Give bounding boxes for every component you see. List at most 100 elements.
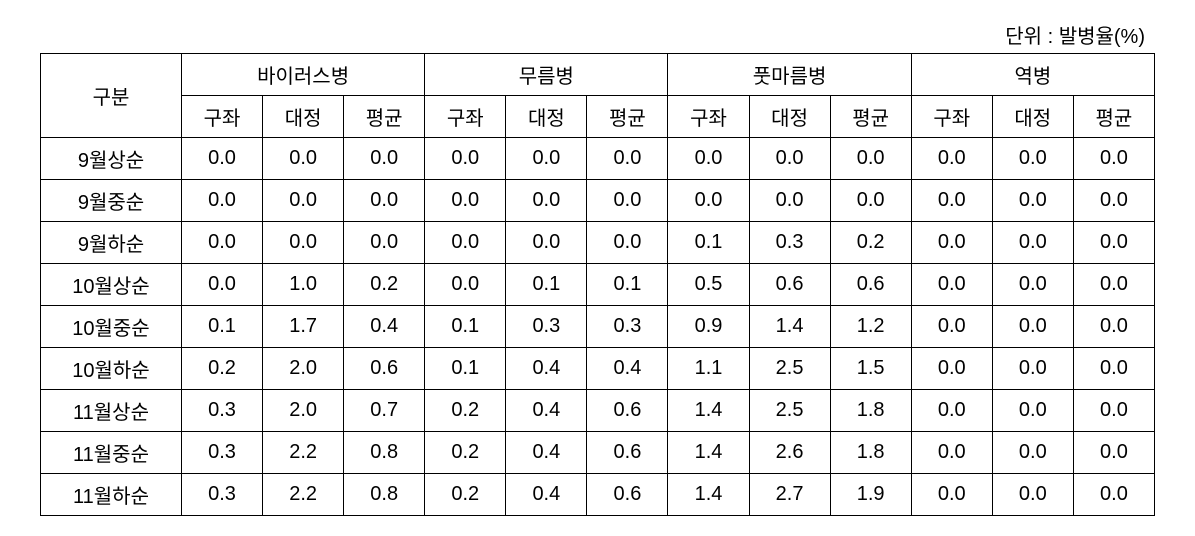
row-label: 9월중순 bbox=[41, 180, 182, 222]
cell-value: 1.5 bbox=[830, 348, 911, 390]
cell-value: 0.0 bbox=[911, 264, 992, 306]
table-row: 11월중순0.32.20.80.20.40.61.42.61.80.00.00.… bbox=[41, 432, 1155, 474]
cell-value: 0.3 bbox=[182, 390, 263, 432]
cell-value: 0.7 bbox=[344, 390, 425, 432]
cell-value: 0.0 bbox=[911, 138, 992, 180]
header-group-2: 풋마름병 bbox=[668, 54, 911, 96]
cell-value: 0.4 bbox=[506, 474, 587, 516]
table-row: 11월하순0.32.20.80.20.40.61.42.71.90.00.00.… bbox=[41, 474, 1155, 516]
cell-value: 0.0 bbox=[911, 348, 992, 390]
cell-value: 0.4 bbox=[587, 348, 668, 390]
cell-value: 0.0 bbox=[749, 180, 830, 222]
cell-value: 0.0 bbox=[992, 138, 1073, 180]
cell-value: 0.0 bbox=[506, 180, 587, 222]
cell-value: 2.2 bbox=[263, 474, 344, 516]
header-rowhead: 구분 bbox=[41, 54, 182, 138]
table-row: 10월하순0.22.00.60.10.40.41.12.51.50.00.00.… bbox=[41, 348, 1155, 390]
cell-value: 0.0 bbox=[425, 180, 506, 222]
cell-value: 0.0 bbox=[911, 180, 992, 222]
cell-value: 0.0 bbox=[911, 222, 992, 264]
cell-value: 1.9 bbox=[830, 474, 911, 516]
row-label: 11월중순 bbox=[41, 432, 182, 474]
cell-value: 2.6 bbox=[749, 432, 830, 474]
header-group-0: 바이러스병 bbox=[182, 54, 425, 96]
cell-value: 0.3 bbox=[749, 222, 830, 264]
cell-value: 0.1 bbox=[587, 264, 668, 306]
cell-value: 0.6 bbox=[830, 264, 911, 306]
row-label: 10월중순 bbox=[41, 306, 182, 348]
cell-value: 0.0 bbox=[425, 264, 506, 306]
cell-value: 0.0 bbox=[1073, 348, 1154, 390]
cell-value: 0.0 bbox=[749, 138, 830, 180]
row-label: 10월하순 bbox=[41, 348, 182, 390]
cell-value: 0.0 bbox=[182, 264, 263, 306]
cell-value: 0.2 bbox=[425, 474, 506, 516]
cell-value: 0.0 bbox=[668, 180, 749, 222]
header-group-3: 역병 bbox=[911, 54, 1154, 96]
cell-value: 0.0 bbox=[830, 180, 911, 222]
row-label: 11월하순 bbox=[41, 474, 182, 516]
cell-value: 1.8 bbox=[830, 432, 911, 474]
cell-value: 0.0 bbox=[263, 180, 344, 222]
cell-value: 0.0 bbox=[182, 180, 263, 222]
cell-value: 1.7 bbox=[263, 306, 344, 348]
cell-value: 0.4 bbox=[506, 348, 587, 390]
cell-value: 0.0 bbox=[992, 222, 1073, 264]
header-subcol: 평균 bbox=[344, 96, 425, 138]
cell-value: 1.2 bbox=[830, 306, 911, 348]
table-row: 9월상순0.00.00.00.00.00.00.00.00.00.00.00.0 bbox=[41, 138, 1155, 180]
cell-value: 2.0 bbox=[263, 348, 344, 390]
header-subcol: 구좌 bbox=[425, 96, 506, 138]
cell-value: 0.0 bbox=[992, 474, 1073, 516]
cell-value: 0.0 bbox=[344, 222, 425, 264]
cell-value: 0.0 bbox=[911, 306, 992, 348]
row-label: 9월하순 bbox=[41, 222, 182, 264]
cell-value: 0.2 bbox=[425, 390, 506, 432]
cell-value: 0.0 bbox=[992, 180, 1073, 222]
cell-value: 0.0 bbox=[1073, 138, 1154, 180]
cell-value: 0.3 bbox=[506, 306, 587, 348]
header-group-1: 무름병 bbox=[425, 54, 668, 96]
cell-value: 0.1 bbox=[182, 306, 263, 348]
cell-value: 0.0 bbox=[911, 432, 992, 474]
cell-value: 0.2 bbox=[830, 222, 911, 264]
cell-value: 0.0 bbox=[1073, 264, 1154, 306]
cell-value: 0.0 bbox=[182, 222, 263, 264]
header-subcol: 대정 bbox=[992, 96, 1073, 138]
cell-value: 0.0 bbox=[587, 222, 668, 264]
cell-value: 0.0 bbox=[263, 222, 344, 264]
table-row: 10월중순0.11.70.40.10.30.30.91.41.20.00.00.… bbox=[41, 306, 1155, 348]
cell-value: 0.3 bbox=[182, 474, 263, 516]
row-label: 9월상순 bbox=[41, 138, 182, 180]
cell-value: 0.0 bbox=[1073, 390, 1154, 432]
cell-value: 0.0 bbox=[911, 474, 992, 516]
cell-value: 0.3 bbox=[182, 432, 263, 474]
header-subcol: 대정 bbox=[263, 96, 344, 138]
disease-rate-table: 구분 바이러스병 무름병 풋마름병 역병 구좌 대정 평균 구좌 대정 평균 구… bbox=[40, 53, 1155, 516]
header-subcol: 구좌 bbox=[668, 96, 749, 138]
cell-value: 0.0 bbox=[425, 222, 506, 264]
header-subcol: 평균 bbox=[1073, 96, 1154, 138]
cell-value: 2.5 bbox=[749, 348, 830, 390]
cell-value: 0.0 bbox=[1073, 222, 1154, 264]
cell-value: 0.0 bbox=[587, 138, 668, 180]
cell-value: 2.2 bbox=[263, 432, 344, 474]
cell-value: 0.0 bbox=[344, 138, 425, 180]
cell-value: 1.8 bbox=[830, 390, 911, 432]
header-subcol: 대정 bbox=[506, 96, 587, 138]
cell-value: 0.1 bbox=[425, 348, 506, 390]
cell-value: 0.1 bbox=[668, 222, 749, 264]
cell-value: 0.0 bbox=[992, 432, 1073, 474]
cell-value: 0.6 bbox=[344, 348, 425, 390]
cell-value: 0.4 bbox=[344, 306, 425, 348]
cell-value: 2.7 bbox=[749, 474, 830, 516]
table-row: 10월상순0.01.00.20.00.10.10.50.60.60.00.00.… bbox=[41, 264, 1155, 306]
cell-value: 1.0 bbox=[263, 264, 344, 306]
cell-value: 1.4 bbox=[749, 306, 830, 348]
cell-value: 0.8 bbox=[344, 474, 425, 516]
cell-value: 0.6 bbox=[587, 432, 668, 474]
header-subcol: 대정 bbox=[749, 96, 830, 138]
cell-value: 0.0 bbox=[911, 390, 992, 432]
row-label: 11월상순 bbox=[41, 390, 182, 432]
cell-value: 0.0 bbox=[830, 138, 911, 180]
